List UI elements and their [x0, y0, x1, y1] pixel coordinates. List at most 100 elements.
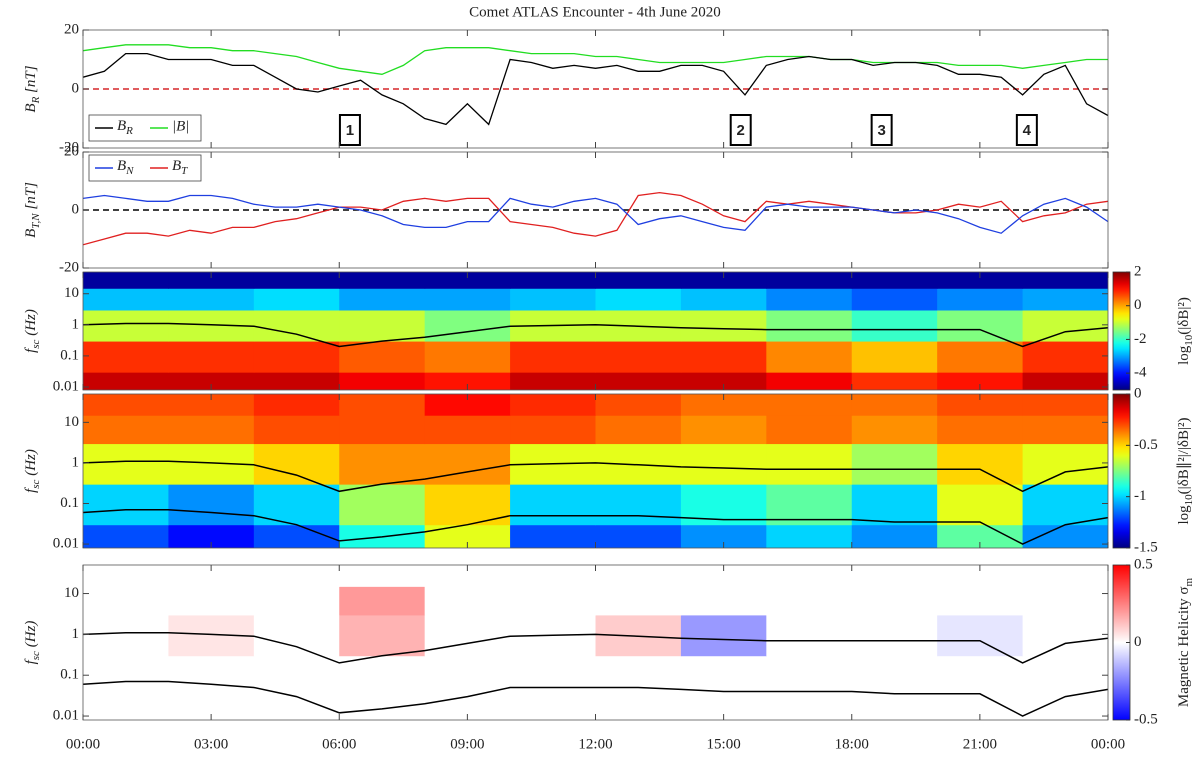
heatmap-cell — [83, 614, 169, 657]
heatmap-cell — [424, 586, 511, 616]
heatmap-cell — [595, 394, 682, 416]
text-part: B — [23, 103, 39, 112]
colorbar-tick-label: -4 — [1134, 365, 1147, 381]
heatmap-cell — [595, 484, 682, 526]
colorbar-tick-label: 0 — [1134, 385, 1142, 401]
heatmap-cell — [766, 565, 853, 587]
x-tick-label: 03:00 — [194, 736, 228, 752]
heatmap-cell — [339, 415, 426, 445]
heatmap-cell — [1022, 415, 1108, 445]
heatmap-cell — [937, 394, 1024, 416]
heatmap-cell — [424, 341, 511, 373]
y-tick-label: 0.1 — [60, 667, 79, 683]
heatmap-cell — [1022, 309, 1108, 342]
heatmap-cell — [851, 586, 938, 616]
colorbar — [1112, 271, 1131, 391]
heatmap-cell — [766, 309, 853, 342]
heatmap-cell — [680, 415, 767, 445]
colorbar-label: log10(|δB∥²|/|δB|²) — [1176, 418, 1194, 525]
text-part: (Hz) — [23, 621, 39, 651]
scale-line — [83, 631, 1108, 664]
heatmap-cell — [83, 524, 169, 548]
heatmap-cell — [168, 524, 255, 548]
heatmap-cell — [766, 696, 853, 720]
heatmap-cell — [253, 341, 340, 373]
heatmap-cell — [510, 372, 596, 390]
heatmap-cell — [510, 586, 596, 616]
colorbar-tick-label: -0.5 — [1134, 437, 1158, 453]
text-part: Magnetic Helicity σ — [1176, 587, 1192, 708]
scale-line — [83, 509, 1108, 545]
heatmap-cell — [168, 586, 255, 616]
annotation: 1 — [346, 122, 354, 139]
heatmap-cell — [851, 309, 938, 342]
heatmap-cell — [680, 696, 767, 720]
heatmap-cell — [83, 272, 169, 289]
heatmap-cell — [680, 565, 767, 587]
heatmap-cell — [424, 372, 511, 390]
heatmap-cell — [424, 288, 511, 311]
x-tick-label: 06:00 — [322, 736, 356, 752]
heatmap-cell — [680, 341, 767, 373]
heatmap-cell — [253, 565, 340, 587]
heatmap-cell — [253, 394, 340, 416]
colorbar-tick-label: -2 — [1134, 331, 1147, 347]
y-tick-label: 0.1 — [60, 347, 79, 363]
heatmap-cell — [766, 341, 853, 373]
heatmap-cell — [510, 524, 596, 548]
heatmap-cell — [510, 655, 596, 698]
text-part: T,N — [30, 213, 42, 229]
heatmap-cell — [339, 341, 426, 373]
plot-area — [83, 272, 1108, 390]
heatmap-cell — [680, 524, 767, 548]
heatmap-cell — [510, 484, 596, 526]
colorbar-label: Magnetic Helicity σm — [1176, 578, 1194, 708]
panel: 1 2 3 4 -20 0 20 — [59, 21, 1109, 155]
panel: -0.5 0 0.5 0.01 0.1 1 10 00:00 03:00 06:00 09:00 12… — [53, 556, 1158, 752]
plot-area — [83, 565, 1108, 720]
heatmap-cell — [595, 372, 682, 390]
heatmap-cell — [680, 288, 767, 311]
plot-area — [83, 44, 1108, 126]
heatmap-cell — [595, 696, 682, 720]
heatmap-cell — [424, 524, 511, 548]
scale-line — [83, 680, 1108, 717]
heatmap-cell — [766, 524, 853, 548]
heatmap-cell — [510, 394, 596, 416]
text-part: 10 — [1183, 334, 1195, 346]
colorbar-tick-label: -1 — [1134, 488, 1147, 504]
heatmap-cell — [339, 484, 426, 526]
text-part: B — [23, 229, 39, 238]
heatmap-cell — [510, 415, 596, 445]
heatmap-cell — [424, 415, 511, 445]
y-axis-label: BR [nT] — [23, 65, 41, 112]
heatmap-cell — [1022, 272, 1108, 289]
y-tick-label: 10 — [64, 585, 79, 601]
heatmap-cell — [937, 696, 1024, 720]
heatmap-cell — [168, 696, 255, 720]
heatmap-cell — [168, 341, 255, 373]
heatmap-cell — [510, 272, 596, 289]
y-axis-label: fsc (Hz) — [23, 621, 41, 665]
heatmap-cell — [851, 565, 938, 587]
text-part: B — [117, 158, 126, 174]
annotation-box — [338, 114, 361, 146]
text-part: f — [23, 347, 39, 353]
heatmap-cell — [424, 443, 511, 485]
y-tick-label: 0.01 — [53, 378, 79, 394]
heatmap-cell — [339, 586, 426, 616]
x-tick-label: 18:00 — [835, 736, 869, 752]
heatmap-cell — [424, 696, 511, 720]
heatmap-cell — [766, 655, 853, 698]
heatmap-cell — [1022, 341, 1108, 373]
y-axis-label: fsc (Hz) — [23, 309, 41, 353]
scale-line — [83, 322, 1108, 348]
heatmap-cell — [851, 696, 938, 720]
text-part: (Hz) — [23, 309, 39, 339]
heatmap-cell — [168, 288, 255, 311]
heatmap-cell — [83, 484, 169, 526]
heatmap-cell — [680, 309, 767, 342]
x-tick-label: 00:00 — [1091, 736, 1125, 752]
heatmap-cell — [168, 272, 255, 289]
